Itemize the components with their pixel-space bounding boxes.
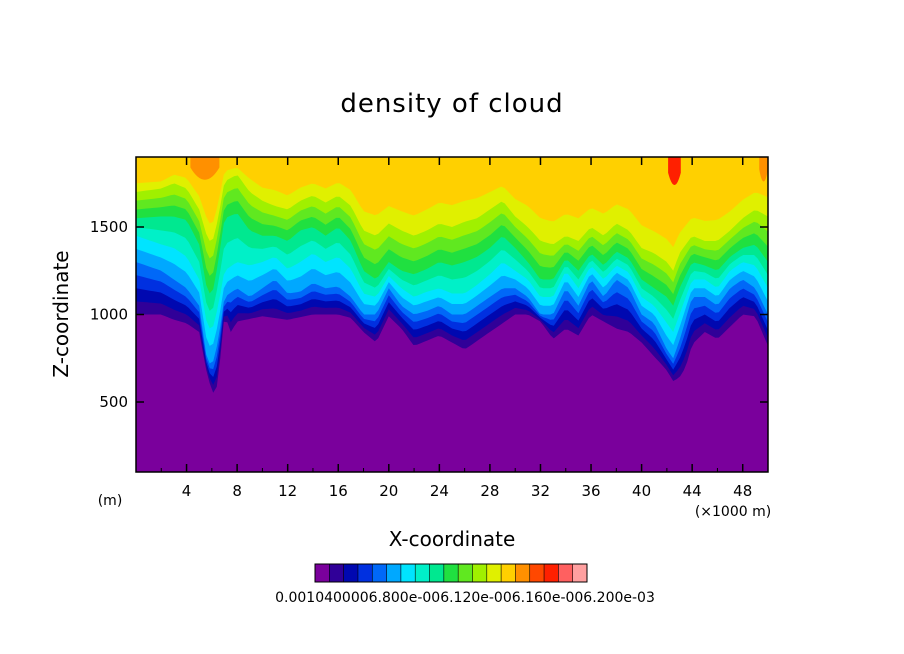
colorbar-swatch [544, 564, 559, 582]
colorbar-swatch [329, 564, 345, 582]
colorbar-swatch [429, 564, 445, 582]
plot-area [136, 157, 768, 472]
colorbar-swatch [501, 564, 516, 582]
x-tick-label: 24 [430, 482, 449, 500]
x-axis-label: X-coordinate [389, 527, 516, 551]
x-tick-label: 12 [278, 482, 297, 500]
colorbar-swatch [472, 564, 488, 582]
y-tick-label: 500 [99, 393, 128, 411]
x-tick-label: 40 [632, 482, 651, 500]
x-tick-label: 28 [480, 482, 499, 500]
x-axis-ticks: 4 8 12 16 20 24 28 32 36 40 44 48 [160, 157, 752, 500]
colorbar-swatch [558, 564, 574, 582]
colorbar-swatch [357, 564, 373, 582]
colorbar-swatch [400, 564, 416, 582]
hot-spot-1 [190, 157, 220, 180]
x-tick-label: 36 [581, 482, 600, 500]
colorbar-swatch [415, 564, 431, 582]
colorbar-swatch [315, 564, 330, 582]
colorbar-swatch [372, 564, 388, 582]
x-unit-label: (×1000 m) [695, 504, 771, 520]
y-tick-label: 1000 [90, 306, 128, 324]
x-tick-label: 32 [531, 482, 550, 500]
x-tick-label: 16 [329, 482, 348, 500]
y-axis-label: Z-coordinate [49, 250, 73, 377]
contour-band-13 [136, 157, 768, 248]
colorbar-labels: 0.0010400006.800e-006.120e-006.160e-006.… [275, 590, 655, 606]
colorbar [314, 563, 588, 583]
x-tick-label: 44 [683, 482, 702, 500]
colorbar-swatch [386, 564, 402, 582]
y-tick-label: 1500 [90, 218, 128, 236]
colorbar-swatch [486, 564, 502, 582]
x-tick-label: 8 [232, 482, 242, 500]
colorbar-swatch [572, 564, 588, 582]
colorbar-swatch [515, 564, 531, 582]
x-tick-label: 20 [379, 482, 398, 500]
chart-title: density of cloud [340, 89, 563, 119]
colorbar-swatch [529, 564, 545, 582]
contour-bands [136, 157, 768, 393]
colorbar-swatch [343, 564, 359, 582]
hot-spot-3 [759, 157, 768, 182]
colorbar-swatch [443, 564, 459, 582]
x-tick-label: 4 [182, 482, 192, 500]
hot-spot-2 [668, 157, 681, 186]
y-axis-ticks: 500 1000 1500 [90, 218, 768, 411]
y-unit-label: (m) [98, 493, 123, 509]
colorbar-swatch [458, 564, 473, 582]
x-tick-label: 48 [733, 482, 752, 500]
colorbar-frame [314, 563, 588, 583]
